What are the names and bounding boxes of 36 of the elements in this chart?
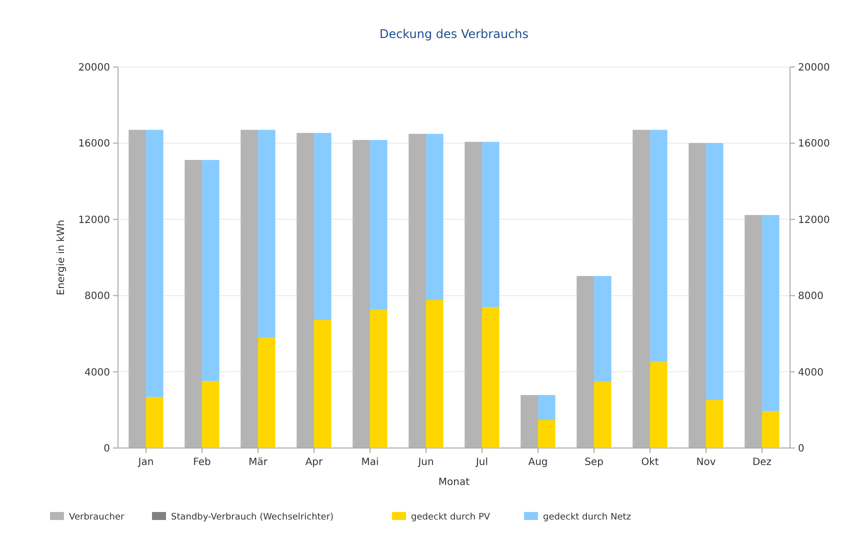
y-tick-label: 12000 — [78, 214, 110, 226]
y-tick-label: 20000 — [78, 62, 110, 74]
y-tick-label: 8000 — [798, 291, 824, 302]
y-tick-label: 4000 — [84, 367, 110, 378]
x-tick-label: Jul — [474, 457, 488, 468]
y-tick-label: 8000 — [84, 291, 110, 302]
y-tick-label: 16000 — [78, 138, 110, 150]
y-axis-title: Energie in kWh — [56, 220, 67, 296]
y-tick-label: 4000 — [798, 367, 824, 378]
bar — [706, 400, 724, 448]
x-tick-label: Jun — [417, 457, 434, 468]
legend-label: Verbraucher — [69, 512, 125, 523]
y-tick-label: 0 — [798, 444, 804, 454]
legend-label: gedeckt durch Netz — [543, 512, 632, 523]
x-tick-label: Aug — [528, 457, 548, 468]
x-tick-label: Mai — [361, 457, 379, 468]
y-tick-label: 0 — [104, 444, 110, 454]
chart-title: Deckung des Verbrauchs — [379, 27, 529, 41]
x-axis-title: Monat — [438, 477, 470, 488]
legend-label: gedeckt durch PV — [411, 512, 491, 523]
x-tick-label: Okt — [641, 457, 659, 468]
bar — [762, 411, 780, 448]
x-tick-label: Nov — [696, 457, 716, 468]
bar — [202, 380, 220, 448]
bar — [650, 362, 668, 448]
y-tick-label: 16000 — [798, 138, 830, 150]
x-tick-label: Sep — [584, 457, 604, 468]
x-tick-label: Apr — [305, 457, 324, 468]
y-tick-label: 12000 — [798, 214, 830, 226]
y-tick-label: 20000 — [798, 62, 830, 74]
x-tick-label: Dez — [752, 457, 772, 468]
x-tick-label: Feb — [193, 457, 211, 468]
bar — [146, 396, 164, 448]
legend-label: Standby-Verbrauch (Wechselrichter) — [171, 512, 334, 523]
x-tick-label: Jan — [137, 457, 154, 468]
x-tick-label: Mär — [248, 457, 268, 468]
